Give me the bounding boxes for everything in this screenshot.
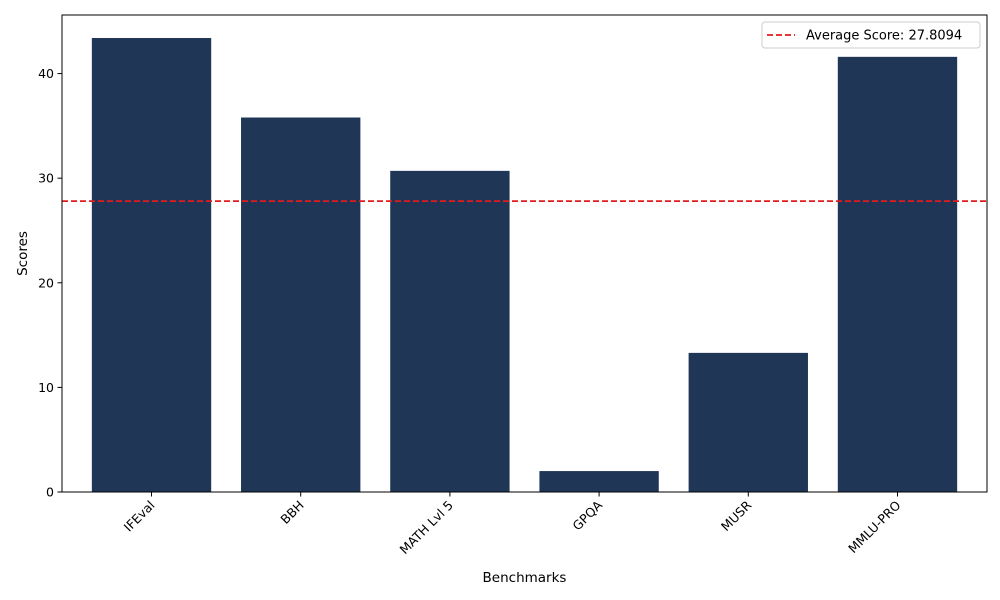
y-tick-label: 0 <box>46 485 54 500</box>
bar-musr <box>688 352 808 492</box>
y-axis-label: Scores <box>15 231 31 276</box>
x-tick-label: IFEval <box>121 498 158 535</box>
x-tick-label: MUSR <box>718 497 755 534</box>
legend-box <box>761 21 981 49</box>
bars-group <box>91 38 958 493</box>
y-tick-label: 40 <box>38 66 54 81</box>
y-tick-label: 30 <box>38 171 54 186</box>
bar-mmlu-pro <box>837 56 958 493</box>
bar-ifeval <box>91 38 212 493</box>
x-tick-label: MATH Lvl 5 <box>397 498 456 557</box>
bar-math-lvl-5 <box>390 170 510 492</box>
x-tick-label: GPQA <box>569 497 605 533</box>
bar-bbh <box>241 117 361 493</box>
legend-label-average: Average Score: 27.8094 <box>806 29 962 44</box>
y-tick-label: 10 <box>38 380 54 395</box>
x-tick-label: BBH <box>277 498 306 527</box>
y-tick-label: 20 <box>38 275 54 290</box>
x-axis-ticks: IFEval BBH MATH Lvl 5 GPQA MUSR MMLU-PRO <box>121 492 904 557</box>
y-axis-ticks: 0 10 20 30 40 <box>38 66 62 500</box>
x-tick-label: MMLU-PRO <box>845 497 904 556</box>
plot-area-frame <box>61 14 988 493</box>
legend: Average Score: 27.8094 <box>761 21 981 49</box>
bar-gpqa <box>539 471 659 492</box>
x-axis-label: Benchmarks <box>483 570 567 586</box>
